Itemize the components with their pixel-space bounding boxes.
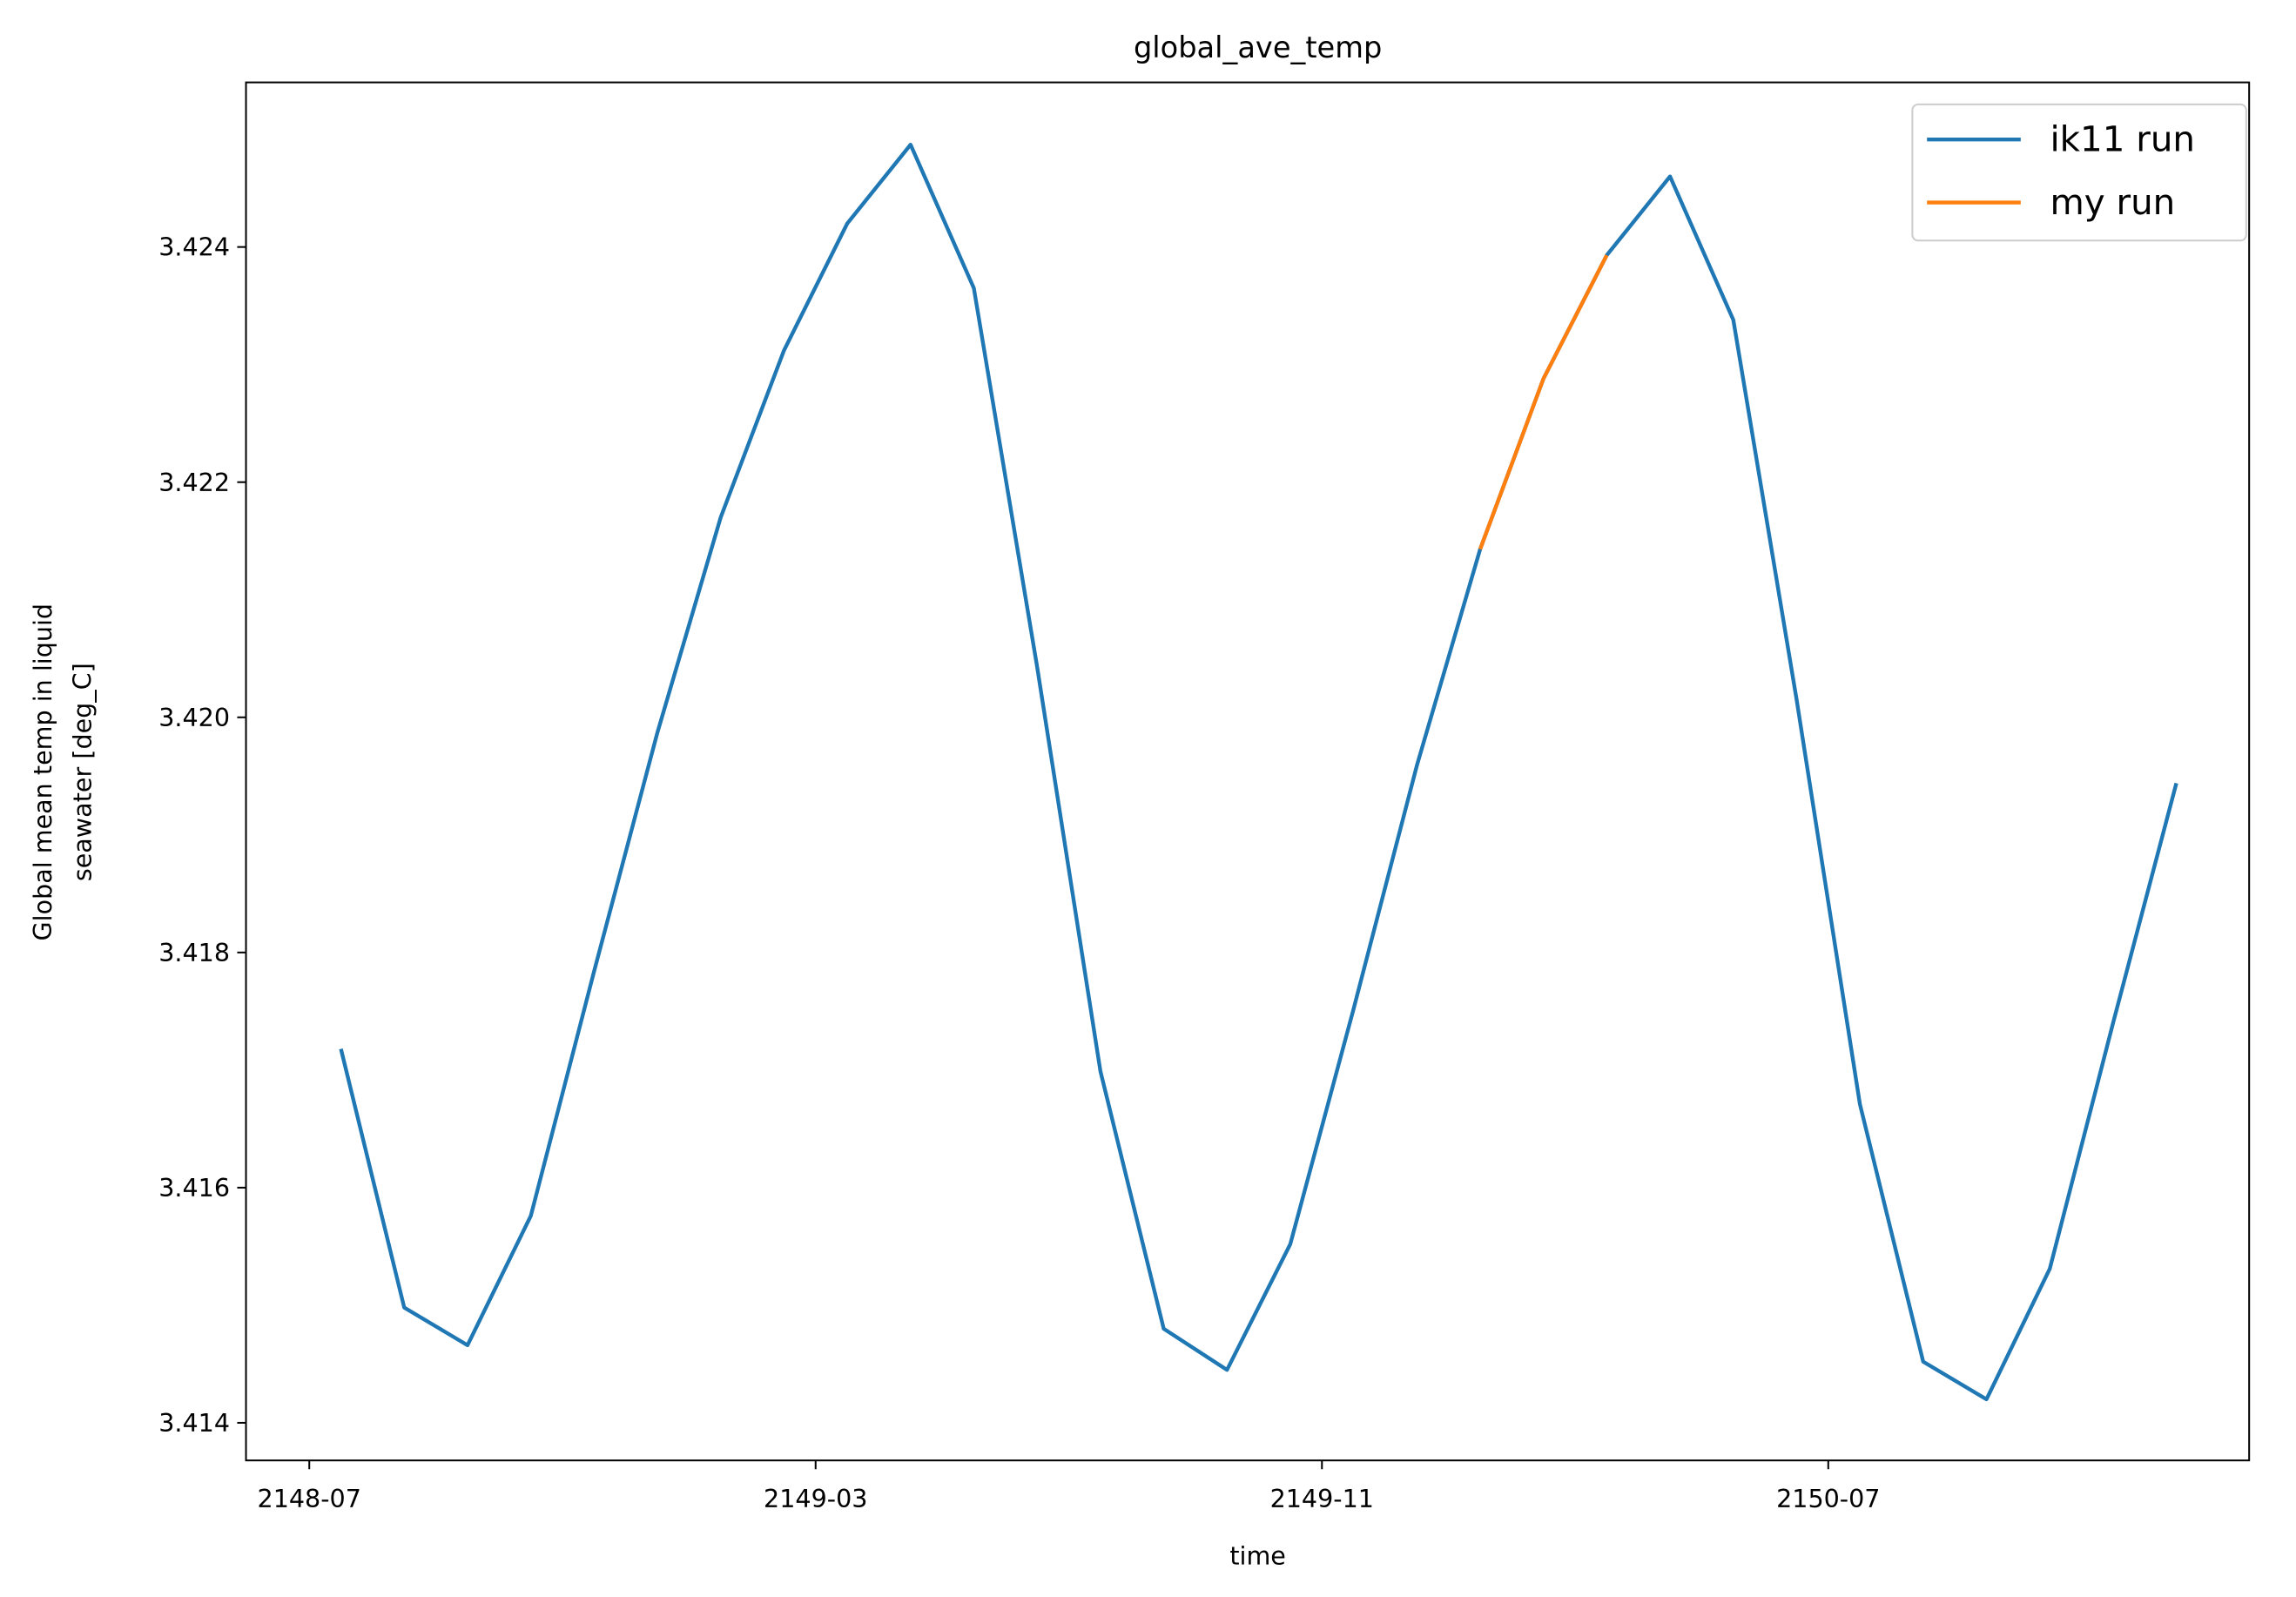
y-tick-label: 3.416	[158, 1173, 230, 1203]
chart-title: global_ave_temp	[1134, 30, 1382, 64]
x-tick-label: 2148-07	[258, 1484, 361, 1513]
data-line	[1478, 254, 1609, 550]
y-axis-label: seawater [deg_C]	[67, 663, 97, 881]
legend-label: my run	[2050, 182, 2175, 223]
x-axis-label: time	[1229, 1541, 1286, 1571]
x-tick-label: 2150-07	[1776, 1484, 1880, 1513]
plot-frame	[245, 81, 2251, 1462]
legend-label: ik11 run	[2050, 119, 2195, 160]
x-tick-label: 2149-11	[1270, 1484, 1374, 1513]
x-tick-label: 2149-03	[764, 1484, 867, 1513]
y-tick-label: 3.418	[158, 938, 230, 967]
y-tick-label: 3.414	[158, 1408, 230, 1438]
y-tick-label: 3.422	[158, 468, 230, 497]
data-line	[339, 142, 2178, 1402]
y-axis-label: Global mean temp in liquid	[28, 603, 57, 941]
y-tick-label: 3.424	[158, 232, 230, 262]
y-tick-label: 3.420	[158, 703, 230, 732]
